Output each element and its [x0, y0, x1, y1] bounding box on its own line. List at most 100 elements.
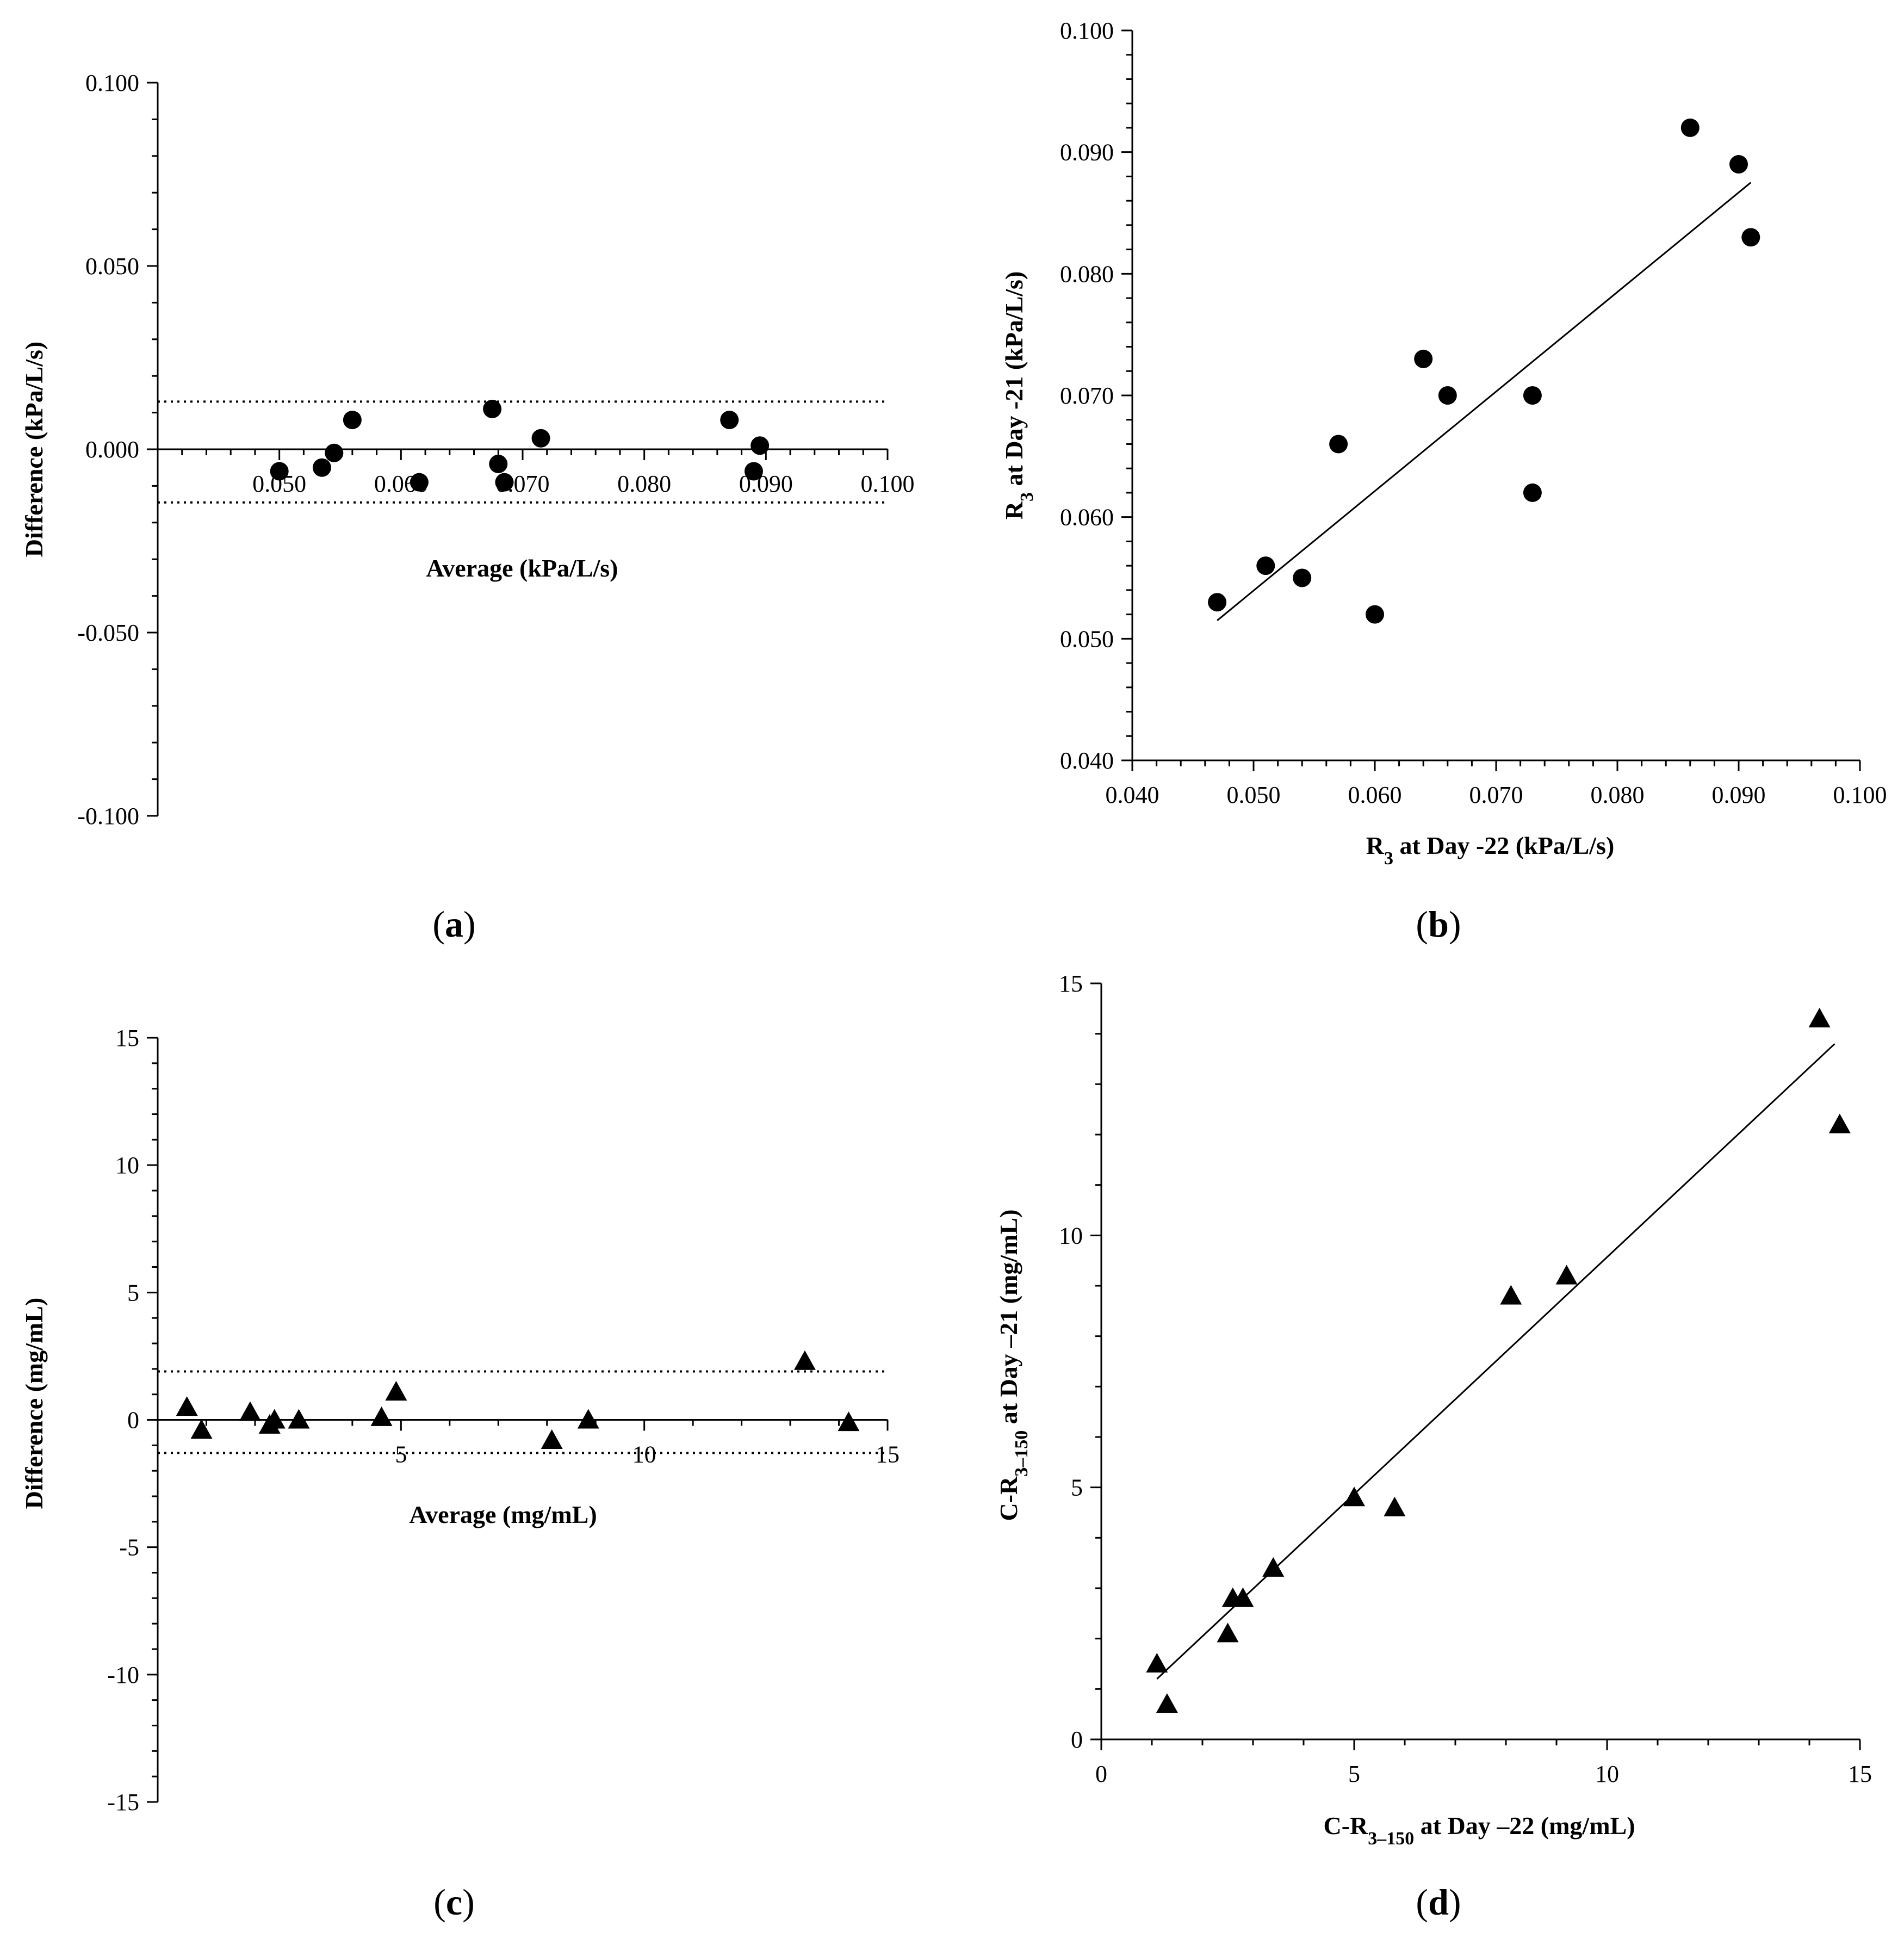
data-point: [720, 411, 739, 430]
data-point: [1729, 155, 1748, 174]
data-point: [385, 1380, 407, 1401]
data-point: [288, 1409, 310, 1429]
y-tick-label: -0.100: [77, 803, 139, 829]
x-axis-label: Average (mg/mL): [409, 1501, 597, 1528]
x-axis-label: Average (kPa/L/s): [426, 554, 618, 582]
y-tick-label: 5: [127, 1279, 139, 1306]
y-tick-label: 0: [1071, 1726, 1083, 1753]
y-tick-label: 10: [1059, 1222, 1083, 1249]
data-point: [1523, 386, 1542, 405]
data-point: [370, 1406, 393, 1426]
x-tick-label: 0.040: [1106, 782, 1159, 808]
data-point: [1293, 568, 1312, 587]
data-point: [1329, 435, 1348, 454]
y-tick-label: 0.100: [85, 70, 139, 96]
data-point: [270, 462, 289, 481]
x-tick-label: 0.070: [1469, 782, 1523, 808]
x-tick-label: 0.080: [1591, 782, 1645, 808]
y-tick-label: 0.080: [1060, 261, 1114, 287]
data-point: [1741, 228, 1760, 247]
x-tick-label: 10: [632, 1441, 656, 1468]
data-point: [1500, 1285, 1522, 1305]
data-point: [1808, 1007, 1831, 1027]
data-point: [541, 1429, 563, 1449]
x-tick-label: 0.090: [1712, 782, 1766, 808]
y-tick-label: 10: [115, 1152, 139, 1179]
data-point: [483, 399, 502, 418]
chart-panel-c: 15 10 5 0 -5 -10 -15 5 10 15 Average (mg/mL) Differ…: [20, 1025, 900, 1923]
y-axis-label: C-R3–150 at Day –21 (mg/mL): [995, 1209, 1032, 1521]
chart-panel-b: 0.100 0.090 0.080 0.070 0.060 0.050 0.040 0.040…: [1000, 17, 1887, 945]
y-tick-label: 5: [1071, 1475, 1083, 1501]
x-tick-label: 0.080: [617, 470, 671, 497]
y-tick-label: 0.070: [1060, 382, 1114, 409]
y-tick-label: 0.050: [1060, 625, 1114, 652]
data-point: [1146, 1653, 1168, 1673]
y-axis-label: R3 at Day -21 (kPa/L/s): [1000, 271, 1037, 520]
data-point: [343, 411, 362, 430]
y-tick-label: 0.090: [1060, 139, 1114, 166]
chart-panel-d: 15 10 5 00 5 10 15 C-R3–150 at Day –22 (mg/mL) C…: [995, 970, 1872, 1923]
x-axis-label: C-R3–150 at Day –22 (mg/mL): [1323, 1812, 1635, 1849]
data-point: [1555, 1265, 1578, 1285]
data-point: [1366, 605, 1384, 624]
x-tick-label: 5: [1348, 1761, 1360, 1787]
data-point: [312, 458, 331, 477]
data-point: [1156, 1693, 1178, 1713]
panel-label: (b): [1416, 903, 1461, 945]
data-point: [239, 1401, 261, 1421]
y-tick-label: 0.000: [85, 436, 139, 463]
y-tick-label: -5: [119, 1534, 139, 1561]
y-tick-label: 0.060: [1060, 504, 1114, 531]
y-tick-label: -15: [107, 1789, 139, 1816]
x-tick-label: 15: [1848, 1761, 1872, 1787]
data-point: [1208, 593, 1227, 612]
y-axis-label: Difference (mg/mL): [20, 1298, 48, 1509]
regression-line: [1217, 182, 1752, 621]
regression-line: [1156, 1043, 1835, 1680]
y-tick-label: -10: [107, 1662, 139, 1688]
x-tick-label: 0.100: [1833, 782, 1887, 808]
y-axis-label: Difference (kPa/L/s): [20, 342, 48, 557]
data-point: [751, 436, 770, 455]
data-point: [744, 462, 763, 481]
panel-label: (a): [432, 903, 475, 945]
data-point: [1828, 1113, 1851, 1133]
data-point: [793, 1350, 816, 1370]
y-tick-label: -0.050: [77, 620, 139, 646]
data-point: [577, 1409, 599, 1429]
y-tick-label: 15: [115, 1025, 139, 1051]
data-point: [410, 473, 429, 492]
data-point: [1414, 349, 1433, 368]
y-tick-label: 0.040: [1060, 747, 1114, 774]
x-tick-label: 5: [395, 1441, 407, 1468]
data-point: [1262, 1557, 1285, 1577]
x-tick-label: 15: [876, 1441, 900, 1468]
x-axis-label: R3 at Day -22 (kPa/L/s): [1366, 832, 1615, 869]
panel-label: (d): [1416, 1881, 1461, 1923]
data-point: [1217, 1622, 1239, 1643]
data-point: [495, 473, 514, 492]
data-point: [190, 1419, 213, 1439]
data-point: [1384, 1496, 1406, 1516]
data-point: [325, 443, 344, 462]
data-point: [176, 1396, 198, 1416]
panel-label: (c): [433, 1881, 475, 1923]
x-tick-label: 0: [1095, 1761, 1107, 1787]
data-point: [489, 454, 508, 473]
data-point: [1256, 556, 1275, 575]
data-point: [1343, 1486, 1365, 1507]
x-tick-label: 0.050: [1227, 782, 1281, 808]
y-tick-label: 15: [1059, 970, 1083, 997]
data-point: [263, 1409, 286, 1429]
y-tick-label: 0: [127, 1407, 139, 1434]
data-point: [1232, 1587, 1254, 1607]
data-point: [838, 1411, 860, 1432]
data-point: [1680, 118, 1700, 137]
x-tick-label: 10: [1595, 1761, 1619, 1787]
x-tick-label: 0.060: [1348, 782, 1402, 808]
y-tick-label: 0.100: [1060, 17, 1114, 44]
y-tick-label: 0.050: [85, 253, 139, 280]
